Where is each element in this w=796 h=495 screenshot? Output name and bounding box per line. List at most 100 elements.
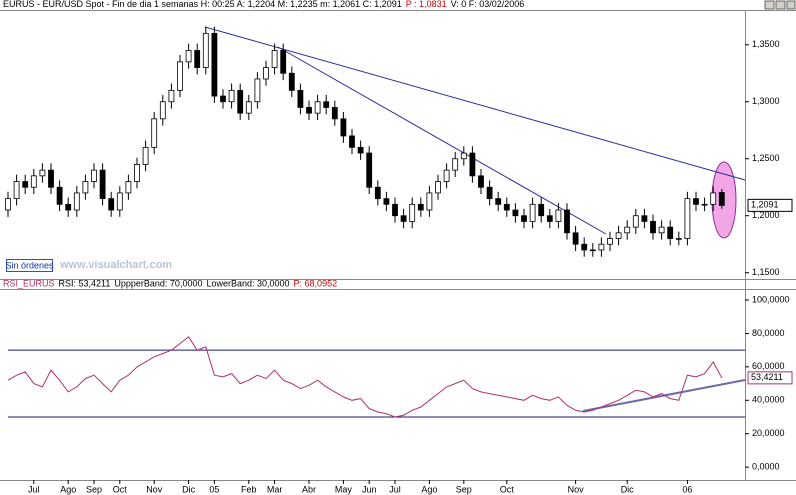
candle-body <box>142 146 149 165</box>
candle-body <box>443 169 450 182</box>
candle-body <box>675 238 682 240</box>
window-button[interactable] <box>775 0 786 10</box>
candle-body <box>701 203 708 206</box>
candle-body <box>512 209 519 217</box>
window-button[interactable] <box>786 0 796 10</box>
price-title-tail: V: 0 F: 03/02/2006 <box>451 0 525 9</box>
candle-body <box>495 198 502 205</box>
candle-body <box>220 95 226 103</box>
candle-body <box>56 186 63 205</box>
candle-body <box>125 181 132 194</box>
candle-body <box>718 192 725 206</box>
x-tick-label: Feb <box>241 484 257 494</box>
x-tick-label: 06 <box>682 484 692 494</box>
candle-body <box>607 238 613 245</box>
x-tick-label: Abr <box>302 484 316 494</box>
candle-body <box>99 169 106 200</box>
x-tick-label: Ago <box>421 484 437 494</box>
candle-body <box>331 107 338 120</box>
candle-body <box>469 152 476 177</box>
candle-body <box>417 203 424 211</box>
candle-body <box>280 50 287 74</box>
candle-body <box>478 175 484 188</box>
candle-body <box>159 101 166 120</box>
candle-body <box>564 209 570 234</box>
candle-body <box>306 107 312 114</box>
candle-body <box>581 243 588 251</box>
candle-body <box>615 232 622 239</box>
x-tick-label: Dic <box>621 484 634 494</box>
candle-body <box>65 203 72 211</box>
last-value-box <box>747 198 793 212</box>
candle-body <box>5 198 11 211</box>
candle-body <box>374 186 381 200</box>
candle-body <box>30 175 37 188</box>
candle-body <box>555 209 562 222</box>
x-tick-label: Sep <box>456 484 472 494</box>
candle-body <box>383 198 390 205</box>
candle-body <box>13 181 20 200</box>
candle-body <box>632 215 639 228</box>
candle-body <box>151 118 158 148</box>
candle-body <box>22 181 29 188</box>
y-tick-label: 1,2500 <box>752 153 780 163</box>
watermark: www.visualchart.com <box>59 259 172 271</box>
candle-body <box>73 192 80 211</box>
candle-body <box>409 203 416 222</box>
candle-body <box>598 243 605 251</box>
candle-body <box>452 158 459 171</box>
last-value-label: 1,2091 <box>751 200 779 210</box>
y-tick-label: 0,0000 <box>752 462 780 472</box>
x-tick-label: May <box>335 484 353 494</box>
orders-button[interactable] <box>6 259 53 272</box>
x-tick-label: Oct <box>500 484 515 494</box>
candle-body <box>340 118 347 137</box>
window-button[interactable] <box>764 0 775 10</box>
candle-body <box>323 101 330 108</box>
y-tick-label: 80,0000 <box>752 328 785 338</box>
price-title-extra: P : 1,0831 <box>406 0 447 9</box>
candle-body <box>314 101 321 114</box>
rsi-line <box>7 336 723 418</box>
candle-body <box>108 198 115 211</box>
candle-body <box>366 152 373 188</box>
candle-body <box>297 89 304 108</box>
x-tick-label: Jul <box>28 484 40 494</box>
trend-line <box>277 46 607 235</box>
candle-body <box>349 135 355 148</box>
rsi-part: RSI: 53,4211 <box>59 279 111 289</box>
y-tick-label: 100,0000 <box>752 294 790 304</box>
candle-body <box>177 61 183 91</box>
x-tick-label: Dic <box>182 484 195 494</box>
x-tick-label: Jul <box>389 484 401 494</box>
candle-body <box>134 164 140 182</box>
rsi-part: UppperBand: 70,0000 <box>114 279 202 289</box>
price-title: EURUS - EUR/USD Spot - Fin de dia 1 sema… <box>3 0 402 9</box>
rsi-part: LowerBand: 30,0000 <box>206 279 289 289</box>
candle-body <box>211 32 218 97</box>
candle-body <box>194 50 201 68</box>
x-tick-label: Mar <box>267 484 283 494</box>
header: EURUS - EUR/USD Spot - Fin de dia 1 sema… <box>3 0 524 9</box>
candle-body <box>435 181 441 194</box>
candle-body <box>546 215 553 222</box>
orders-button-label[interactable]: Sin órdenes <box>5 260 54 270</box>
candle-body <box>168 89 175 103</box>
candle-body <box>400 215 407 222</box>
candle-body <box>589 249 596 252</box>
y-tick-label: 1,1500 <box>752 267 780 277</box>
candle-body <box>658 226 665 234</box>
candle-body <box>263 67 269 80</box>
candle-body <box>624 226 631 234</box>
candle-body <box>503 203 510 211</box>
x-tick-label: Sep <box>86 484 102 494</box>
y-tick-label: 1,3500 <box>752 39 780 49</box>
candle-body <box>82 181 89 194</box>
candle-body <box>529 203 536 222</box>
candle-body <box>572 232 579 245</box>
candle-body <box>91 169 97 182</box>
rsi-title-extra: P: 68,0952 <box>294 279 338 289</box>
candle-body <box>392 203 398 217</box>
